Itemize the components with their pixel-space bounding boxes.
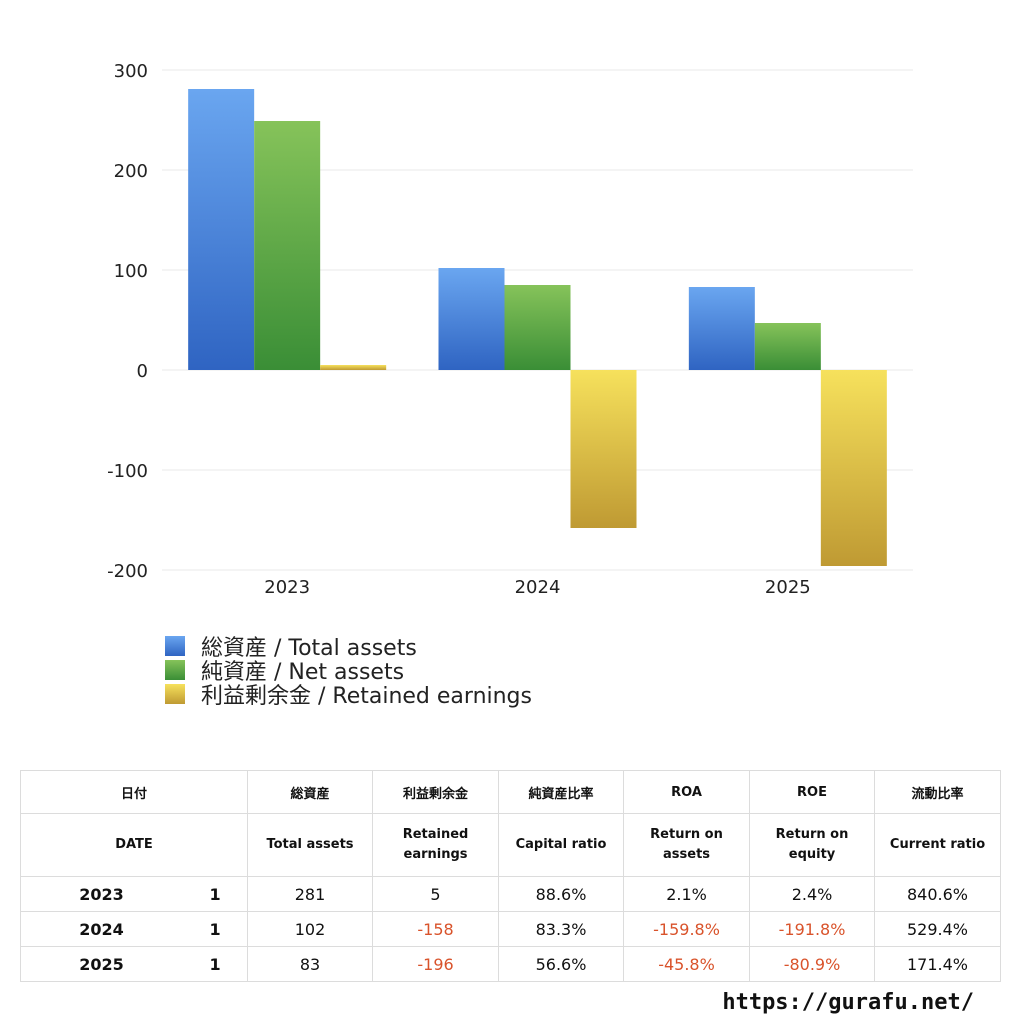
row-count: 1 xyxy=(182,911,249,947)
header-roe-line1: Return on xyxy=(775,827,849,842)
header-total-assets-jp: 総資産 xyxy=(247,770,374,814)
table-row: 2024 1 102 -158 83.3% -159.8% -191.8% 52… xyxy=(20,911,1002,947)
y-tick-label: -200 xyxy=(107,561,148,582)
legend-item-net-assets: 純資産 / Net assets xyxy=(165,658,532,685)
bars xyxy=(188,89,887,566)
y-tick-label: -100 xyxy=(107,461,148,482)
metrics-table: 日付 総資産 利益剰余金 純資産比率 ROA ROE 流動比率 DATE Tot… xyxy=(19,770,1002,982)
header-roe-line2: equity xyxy=(788,847,836,862)
cell-roa: -45.8% xyxy=(623,946,751,982)
legend-swatch-retained-earnings xyxy=(165,684,185,704)
cell-total-assets: 281 xyxy=(247,876,374,912)
cell-total-assets: 83 xyxy=(247,946,374,982)
legend-swatch-total-assets xyxy=(165,636,185,656)
bar-2023-series-1 xyxy=(188,89,255,370)
header-roe-en: Return on equity xyxy=(749,813,876,877)
bar-2025-series-1 xyxy=(688,287,755,370)
header-roa-line1: Return on xyxy=(650,827,723,842)
row-year: 2025 xyxy=(20,946,183,982)
cell-roa: 2.1% xyxy=(623,876,751,912)
header-roa-jp: ROA xyxy=(623,770,751,814)
header-date-en: DATE xyxy=(19,813,249,877)
y-axis-ticks: 300 200 100 0 -100 -200 xyxy=(107,61,148,582)
header-roe-jp: ROE xyxy=(749,770,876,814)
header-current-ratio-jp: 流動比率 xyxy=(874,770,1002,814)
cell-roe: -191.8% xyxy=(749,911,876,947)
header-total-assets-en: Total assets xyxy=(247,813,374,877)
row-year: 2023 xyxy=(20,876,183,912)
bar-2025-series-2 xyxy=(754,323,821,370)
bar-2023-series-3 xyxy=(320,365,387,370)
bar-2024-series-2 xyxy=(504,285,571,370)
cell-roe: 2.4% xyxy=(749,876,876,912)
cell-capital-ratio: 56.6% xyxy=(498,946,625,982)
x-axis-ticks: 2023 2024 2025 xyxy=(264,577,810,598)
y-tick-label: 0 xyxy=(137,361,148,382)
row-year: 2024 xyxy=(20,911,183,947)
header-retained-line1: Retained xyxy=(402,827,469,842)
legend-item-retained-earnings: 利益剰余金 / Retained earnings xyxy=(165,682,532,709)
y-tick-label: 300 xyxy=(114,61,148,82)
header-date-jp: 日付 xyxy=(19,770,249,814)
cell-roa: -159.8% xyxy=(623,911,751,947)
legend-label: 利益剰余金 / Retained earnings xyxy=(201,684,532,709)
bar-2023-series-2 xyxy=(254,121,321,370)
header-retained-en: Retained earnings xyxy=(372,813,500,877)
header-roa-en: Return on assets xyxy=(623,813,751,877)
y-tick-label: 100 xyxy=(114,261,148,282)
header-capital-ratio-en: Capital ratio xyxy=(498,813,625,877)
source-url: https://gurafu.net/ xyxy=(722,990,974,1015)
legend-swatch-net-assets xyxy=(165,660,185,680)
legend-label: 総資産 / Total assets xyxy=(201,636,417,661)
header-retained-jp: 利益剰余金 xyxy=(372,770,500,814)
cell-capital-ratio: 88.6% xyxy=(498,876,625,912)
legend-item-total-assets: 総資産 / Total assets xyxy=(165,634,532,661)
cell-retained: 5 xyxy=(372,876,500,912)
legend-label: 純資産 / Net assets xyxy=(201,660,405,685)
x-tick-label: 2024 xyxy=(515,577,561,598)
cell-total-assets: 102 xyxy=(247,911,374,947)
bar-chart: 300 200 100 0 -100 -200 2023 2024 2025 xyxy=(107,61,913,598)
header-capital-ratio-jp: 純資産比率 xyxy=(498,770,625,814)
table-header-jp: 日付 総資産 利益剰余金 純資産比率 ROA ROE 流動比率 xyxy=(19,770,1002,814)
table-header-en: DATE Total assets Retained earnings Capit… xyxy=(19,813,1002,877)
cell-current-ratio: 171.4% xyxy=(874,946,1002,982)
cell-roe: -80.9% xyxy=(749,946,876,982)
cell-retained: -158 xyxy=(372,911,500,947)
bar-2025-series-3 xyxy=(820,370,887,566)
y-tick-label: 200 xyxy=(114,161,148,182)
bar-2024-series-1 xyxy=(438,268,505,370)
header-retained-line2: earnings xyxy=(403,847,468,862)
legend: 総資産 / Total assets 純資産 / Net assets 利益剰余… xyxy=(165,634,532,709)
table-row: 2023 1 281 5 88.6% 2.1% 2.4% 840.6% xyxy=(20,876,1002,912)
table-row: 2025 1 83 -196 56.6% -45.8% -80.9% 171.4… xyxy=(20,946,1002,982)
row-count: 1 xyxy=(182,876,249,912)
cell-current-ratio: 529.4% xyxy=(874,911,1002,947)
cell-capital-ratio: 83.3% xyxy=(498,911,625,947)
header-roa-line2: assets xyxy=(663,847,711,862)
header-current-ratio-en: Current ratio xyxy=(874,813,1002,877)
cell-retained: -196 xyxy=(372,946,500,982)
cell-current-ratio: 840.6% xyxy=(874,876,1002,912)
x-tick-label: 2025 xyxy=(765,577,811,598)
row-count: 1 xyxy=(182,946,249,982)
bar-2024-series-3 xyxy=(570,370,637,528)
x-tick-label: 2023 xyxy=(264,577,310,598)
